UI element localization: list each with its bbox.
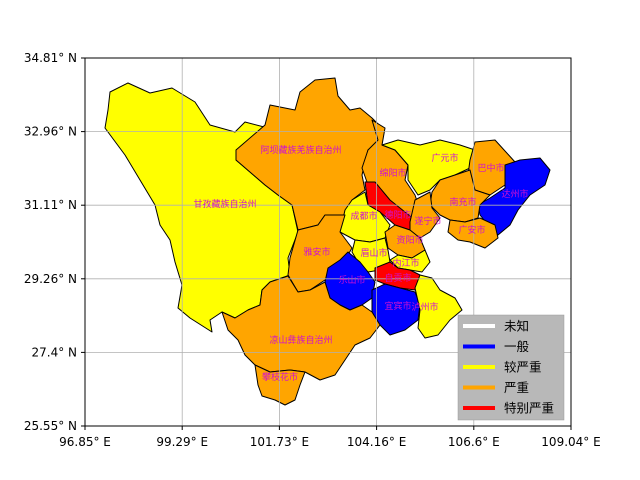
region-luzhou: [414, 274, 463, 339]
region-panzhihua: [254, 364, 306, 406]
region-label: 南充市: [449, 196, 476, 208]
region-label: 广元市: [431, 152, 458, 164]
y-tick-label: 27.4° N: [31, 345, 77, 359]
region-label: 宜宾市: [384, 300, 411, 312]
region-label: 甘孜藏族自治州: [193, 198, 256, 210]
legend-label: 未知: [504, 319, 529, 334]
y-tick-label: 32.96° N: [24, 125, 77, 139]
legend-label: 特别严重: [504, 401, 554, 416]
region-label: 乐山市: [338, 274, 365, 286]
region-label: 阿坝藏族羌族自治州: [260, 144, 341, 156]
axis-ticks: 96.85° E 99.29° E 101.73° E 104.16° E 106.6°…: [24, 51, 601, 449]
region-label: 成都市: [350, 210, 377, 222]
x-tick-label: 104.16° E: [347, 435, 406, 449]
region-label: 达州市: [501, 188, 528, 200]
region-label: 自贡市: [384, 272, 411, 284]
region-suining: [409, 191, 441, 239]
region-label: 绵阳市: [379, 167, 406, 179]
region-label: 资阳市: [396, 234, 423, 246]
y-tick-label: 29.26° N: [24, 272, 77, 286]
y-tick-label: 25.55° N: [24, 419, 77, 433]
x-tick-label: 101.73° E: [250, 435, 309, 449]
y-tick-label: 31.11° N: [24, 198, 77, 212]
region-label: 内江市: [392, 257, 419, 269]
region-label: 广安市: [458, 224, 485, 236]
x-tick-label: 109.04° E: [541, 435, 600, 449]
region-label: 攀枝花市: [262, 371, 298, 383]
region-label: 眉山市: [360, 247, 387, 259]
region-label: 泸州市: [411, 301, 438, 313]
region-label: 遂宁市: [414, 215, 441, 227]
legend-label: 严重: [504, 380, 529, 395]
region-label: 德阳市: [384, 209, 411, 221]
legend-label: 较严重: [504, 360, 542, 375]
x-tick-label: 99.29° E: [156, 435, 208, 449]
y-tick-label: 34.81° N: [24, 51, 77, 65]
x-tick-label: 106.6° E: [448, 435, 500, 449]
region-guangan: [447, 217, 499, 249]
region-dazhou: [477, 157, 551, 236]
legend-label: 一般: [504, 339, 530, 354]
region-label: 凉山彝族自治州: [269, 334, 332, 346]
region-chengdu: [339, 191, 391, 243]
region-label: 雅安市: [303, 246, 330, 258]
region-label: 巴中市: [477, 162, 504, 174]
x-tick-label: 96.85° E: [59, 435, 111, 449]
axes-frame: [84, 57, 572, 427]
